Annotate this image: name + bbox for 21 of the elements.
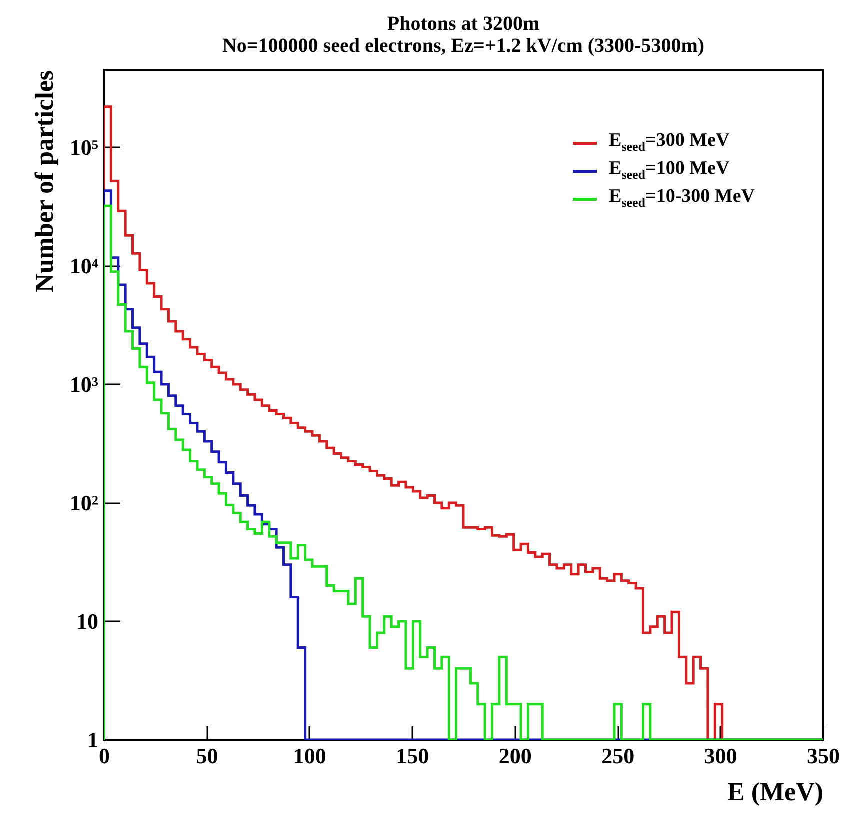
- x-tick-label: 150: [396, 744, 430, 768]
- y-tick-label: 10: [76, 608, 98, 634]
- x-tick-label: 100: [293, 744, 326, 768]
- y-tick-label: 1: [88, 728, 98, 752]
- x-tick-label: 200: [498, 744, 532, 768]
- chart-subtitle: No=100000 seed electrons, Ez=+1.2 kV/cm (3300-5300m): [222, 35, 705, 57]
- x-tick-label: 50: [196, 744, 218, 768]
- y-tick-label: 10²: [70, 490, 99, 516]
- y-tick-label: 10³: [70, 372, 99, 397]
- x-tick-label: 250: [602, 744, 635, 768]
- y-tick-label: 10⁴: [70, 253, 99, 278]
- chart-title: Photons at 3200m: [387, 13, 540, 35]
- legend-label: E$_{seed}$=300 MeV: [609, 130, 730, 156]
- legend-label: E$_{seed}$=100 MeV: [609, 158, 730, 184]
- y-tick-label: 10⁵: [70, 134, 99, 160]
- y-axis-title: Number of particles: [30, 70, 59, 292]
- x-tick-label: 300: [704, 744, 738, 768]
- legend-label: E$_{seed}$=10-300 MeV: [609, 186, 756, 212]
- x-tick-label: 0: [99, 744, 110, 768]
- x-tick-label: 350: [807, 744, 840, 768]
- x-axis-title: E (MeV): [727, 778, 824, 806]
